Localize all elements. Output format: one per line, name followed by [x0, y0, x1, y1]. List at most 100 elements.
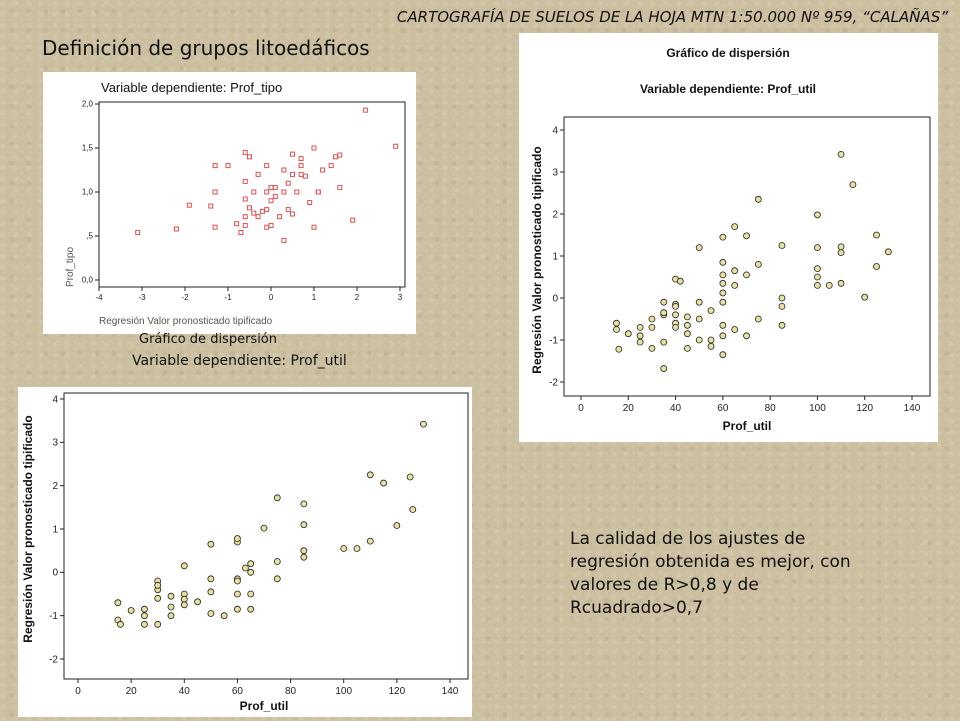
data-point — [242, 149, 248, 155]
data-point — [180, 601, 188, 609]
plot-frame — [63, 392, 469, 680]
data-point — [719, 271, 727, 279]
data-point — [420, 420, 427, 428]
data-point — [251, 210, 257, 216]
x-tick-label: 40 — [670, 403, 682, 414]
y-tick-label: 2 — [52, 481, 58, 492]
data-point — [212, 163, 218, 169]
data-point — [731, 267, 739, 275]
data-point — [154, 594, 162, 602]
y-tick-label: -1 — [549, 335, 558, 346]
data-point — [778, 302, 786, 310]
x-tick-label: 100 — [335, 686, 352, 697]
data-point — [814, 281, 821, 289]
data-point — [695, 336, 703, 344]
data-point — [207, 588, 215, 596]
data-point — [167, 592, 175, 600]
data-point — [320, 167, 326, 173]
data-point — [778, 294, 786, 302]
y-tick-label: 3 — [52, 438, 58, 449]
chart-panel-prof-tipo: -4 -3 -2 -1 0 1 2 3 0,0 ,5 1,0 1,5 2,0 Variable depen… — [43, 72, 416, 334]
data-point — [707, 307, 715, 315]
data-point — [719, 279, 727, 287]
data-point — [294, 189, 300, 195]
chart-title: Gráfico de dispersión — [666, 46, 789, 60]
data-point — [613, 326, 620, 333]
x-tick-label: 100 — [809, 403, 826, 414]
y-tick-label: -2 — [49, 654, 58, 665]
y-tick-label: 1 — [52, 524, 58, 535]
scatter-chart-prof-util-right: 0 20 40 60 80 100 120 140 -2 -1 0 1 2 3 4 Gráfico de di… — [530, 46, 931, 433]
data-point — [255, 214, 261, 220]
data-point — [141, 605, 148, 613]
data-point — [683, 330, 691, 338]
y-tick-label: 0,0 — [82, 276, 94, 285]
data-point — [285, 207, 291, 213]
data-point — [234, 535, 241, 542]
y-tick-label: 1 — [552, 251, 558, 262]
y-axis-label: Regresión Valor pronosticado tipificado — [530, 146, 544, 373]
y-tick-label: 1,0 — [82, 188, 94, 197]
x-tick-label: -2 — [181, 293, 189, 302]
data-point — [754, 195, 762, 203]
x-tick-label: 80 — [285, 686, 297, 697]
data-point — [406, 473, 414, 481]
data-point — [167, 603, 175, 611]
data-point — [337, 152, 343, 158]
data-point — [212, 189, 218, 195]
data-point — [273, 494, 281, 502]
data-point — [238, 229, 244, 235]
data-point — [194, 598, 201, 606]
data-point — [141, 620, 148, 628]
data-point — [613, 319, 620, 327]
data-point — [393, 143, 399, 149]
y-tick-label: 0 — [552, 293, 558, 304]
data-point — [186, 202, 192, 208]
data-point — [281, 237, 287, 243]
data-point — [207, 610, 215, 617]
data-point — [683, 344, 691, 352]
data-point — [298, 156, 304, 162]
data-point — [648, 323, 656, 331]
x-axis-label: Prof_util — [723, 419, 772, 433]
data-point — [719, 233, 727, 241]
data-point — [672, 323, 679, 331]
data-point — [719, 298, 727, 306]
data-point — [350, 217, 356, 223]
data-point — [281, 189, 287, 195]
data-point — [290, 151, 295, 157]
scatter-chart-prof-util-bottom: 0 20 40 60 80 100 120 140 -2 -1 0 1 2 3 4 Prof_util Regr… — [21, 392, 469, 713]
data-point — [247, 560, 255, 568]
x-tick-label: 0 — [578, 403, 584, 414]
data-point — [268, 222, 274, 228]
x-tick-label: 60 — [232, 686, 244, 697]
chart-panel-prof-util-bottom: 0 20 40 60 80 100 120 140 -2 -1 0 1 2 3 4 Prof_util Regr… — [18, 387, 472, 717]
x-tick-label: 1 — [312, 293, 317, 302]
chart-title: Variable dependiente: Prof_tipo — [101, 80, 282, 95]
data-point — [300, 553, 308, 561]
data-point — [731, 281, 739, 289]
data-point — [636, 332, 644, 340]
y-axis-label: Regresión Valor pronosticado tipificado — [21, 415, 35, 642]
chart-panel-prof-util-right: 0 20 40 60 80 100 120 140 -2 -1 0 1 2 3 4 Gráfico de di… — [519, 33, 938, 442]
data-point — [660, 309, 668, 317]
data-point — [837, 249, 845, 257]
data-point — [264, 163, 270, 169]
data-point — [814, 211, 821, 219]
data-point — [695, 298, 703, 306]
data-point — [778, 242, 786, 249]
x-tick-label: 20 — [623, 403, 635, 414]
data-point — [754, 260, 762, 268]
data-point — [676, 277, 684, 285]
data-point — [247, 605, 255, 613]
data-point — [242, 196, 248, 202]
data-point — [743, 332, 750, 340]
data-point — [707, 342, 715, 350]
x-tick-label: 120 — [389, 686, 406, 697]
data-point — [814, 265, 821, 273]
data-point — [300, 521, 308, 529]
data-point — [290, 171, 295, 177]
y-tick-label: 2,0 — [82, 100, 94, 109]
data-point — [225, 163, 231, 169]
data-point — [207, 540, 215, 548]
